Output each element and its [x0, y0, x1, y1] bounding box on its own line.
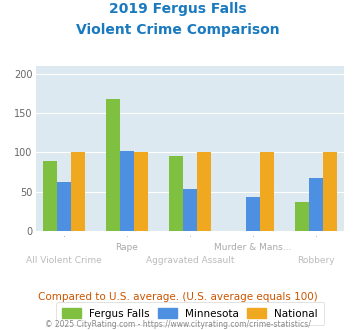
Bar — [43, 161, 57, 231]
Text: Murder & Mans...: Murder & Mans... — [214, 243, 292, 251]
Bar — [309, 178, 323, 231]
Text: All Violent Crime: All Violent Crime — [26, 256, 102, 265]
Text: Rape: Rape — [115, 243, 138, 251]
Bar — [323, 152, 337, 231]
Text: © 2025 CityRating.com - https://www.cityrating.com/crime-statistics/: © 2025 CityRating.com - https://www.city… — [45, 320, 310, 329]
Bar — [260, 152, 274, 231]
Text: Compared to U.S. average. (U.S. average equals 100): Compared to U.S. average. (U.S. average … — [38, 292, 317, 302]
Text: Robbery: Robbery — [297, 256, 335, 265]
Bar — [183, 188, 197, 231]
Bar — [134, 152, 148, 231]
Text: 2019 Fergus Falls: 2019 Fergus Falls — [109, 2, 246, 16]
Bar — [169, 156, 183, 231]
Bar — [246, 197, 260, 231]
Bar — [106, 99, 120, 231]
Bar — [120, 151, 134, 231]
Bar — [197, 152, 211, 231]
Legend: Fergus Falls, Minnesota, National: Fergus Falls, Minnesota, National — [56, 302, 324, 325]
Bar — [295, 202, 309, 231]
Text: Violent Crime Comparison: Violent Crime Comparison — [76, 23, 279, 37]
Text: Aggravated Assault: Aggravated Assault — [146, 256, 234, 265]
Bar — [71, 152, 84, 231]
Bar — [57, 182, 71, 231]
